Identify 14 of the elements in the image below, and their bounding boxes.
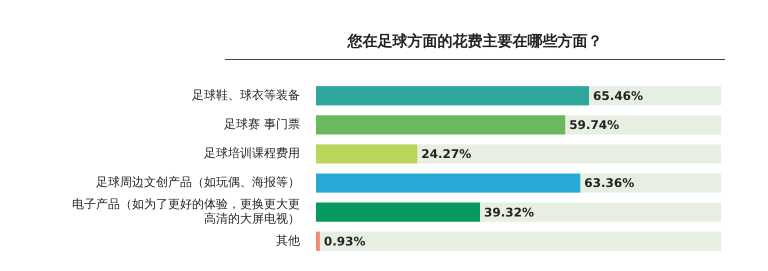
data-label: 59.74% [569, 118, 620, 132]
y-tick-label: 其他 [276, 233, 300, 248]
y-tick-label: 电子产品（如为了更好的体验，更换更大更高清的大屏电视） [72, 197, 300, 226]
data-label: 24.27% [421, 147, 472, 162]
y-tick-label: 足球赛 事门票 [224, 116, 300, 131]
data-label: 0.93% [324, 234, 366, 248]
y-tick-label: 足球鞋、球衣等装备 [192, 88, 300, 102]
y-tick-label: 足球周边文创产品（如玩偶、海报等） [96, 175, 300, 190]
chart-title: 您在足球方面的花费主要在哪些方面？ [225, 32, 725, 60]
y-tick-label: 足球培训课程费用 [204, 146, 300, 160]
data-label: 39.32% [484, 205, 534, 220]
bar [316, 232, 320, 251]
data-label: 63.36% [584, 176, 634, 190]
data-label: 65.46% [593, 88, 644, 103]
